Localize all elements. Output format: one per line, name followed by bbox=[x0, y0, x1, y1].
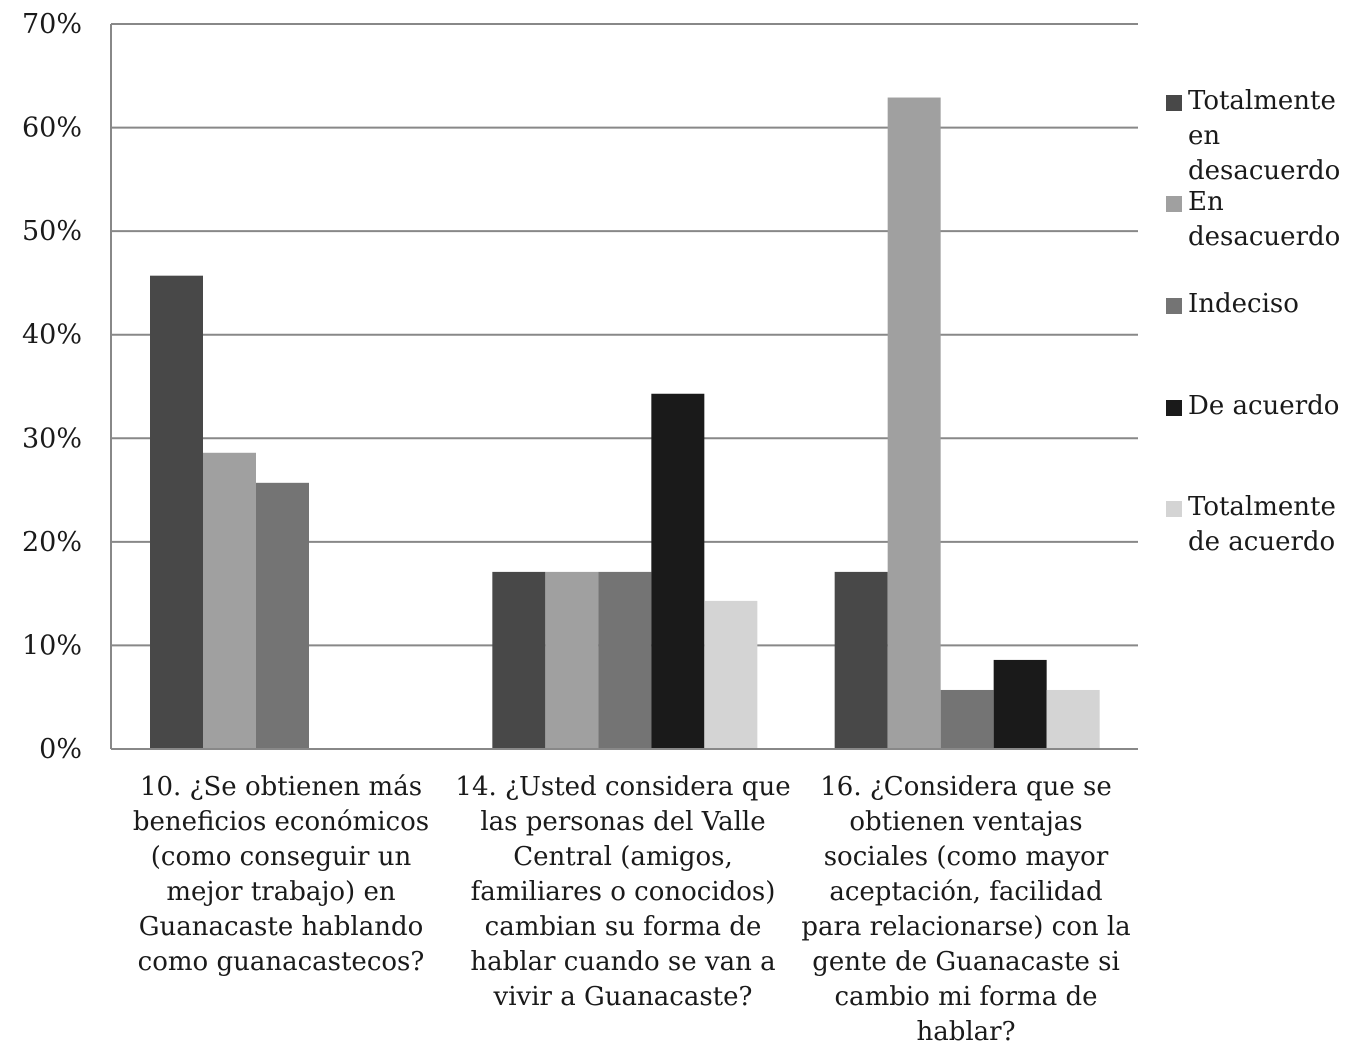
y-tick-label: 50% bbox=[22, 216, 82, 247]
category-label-3: 16. ¿Considera que se obtienen ventajas … bbox=[801, 772, 1131, 1047]
bar bbox=[651, 393, 705, 749]
bar bbox=[545, 571, 599, 749]
bar bbox=[940, 689, 994, 749]
y-tick-label: 20% bbox=[22, 527, 82, 558]
bars bbox=[150, 97, 1100, 750]
bar bbox=[150, 275, 203, 749]
bar bbox=[834, 571, 888, 749]
bar bbox=[492, 571, 546, 749]
legend-label: De acuerdo bbox=[1188, 391, 1340, 421]
y-tick-label: 30% bbox=[22, 423, 82, 454]
bar bbox=[704, 600, 758, 749]
legend-label: Indeciso bbox=[1188, 289, 1299, 319]
y-tick-label: 60% bbox=[22, 113, 82, 144]
bar bbox=[993, 659, 1047, 749]
bar bbox=[256, 482, 309, 749]
y-tick-label: 70% bbox=[22, 9, 82, 40]
y-tick-label: 10% bbox=[22, 630, 82, 661]
legend-swatch bbox=[1166, 196, 1182, 212]
bar bbox=[1046, 689, 1100, 749]
y-tick-label: 0% bbox=[39, 734, 82, 765]
category-label-2: 14. ¿Usted considera que las personas de… bbox=[455, 772, 791, 1012]
legend-label: Totalmente en desacuerdo bbox=[1188, 86, 1341, 186]
legend-swatch bbox=[1166, 501, 1182, 517]
bar bbox=[887, 97, 941, 750]
bar bbox=[598, 571, 652, 749]
y-axis-ticks: 0% 10% 20% 30% 40% 50% 60% 70% bbox=[22, 9, 82, 765]
legend-swatch bbox=[1166, 95, 1182, 111]
legend-swatch bbox=[1166, 298, 1182, 314]
category-label-1: 10. ¿Se obtienen más beneficios económic… bbox=[132, 772, 430, 977]
legend-label: Totalmente de acuerdo bbox=[1188, 492, 1336, 557]
bar bbox=[203, 452, 256, 749]
y-tick-label: 40% bbox=[22, 320, 82, 351]
legend-swatch bbox=[1166, 400, 1182, 416]
legend-label: En desacuerdo bbox=[1188, 187, 1341, 252]
